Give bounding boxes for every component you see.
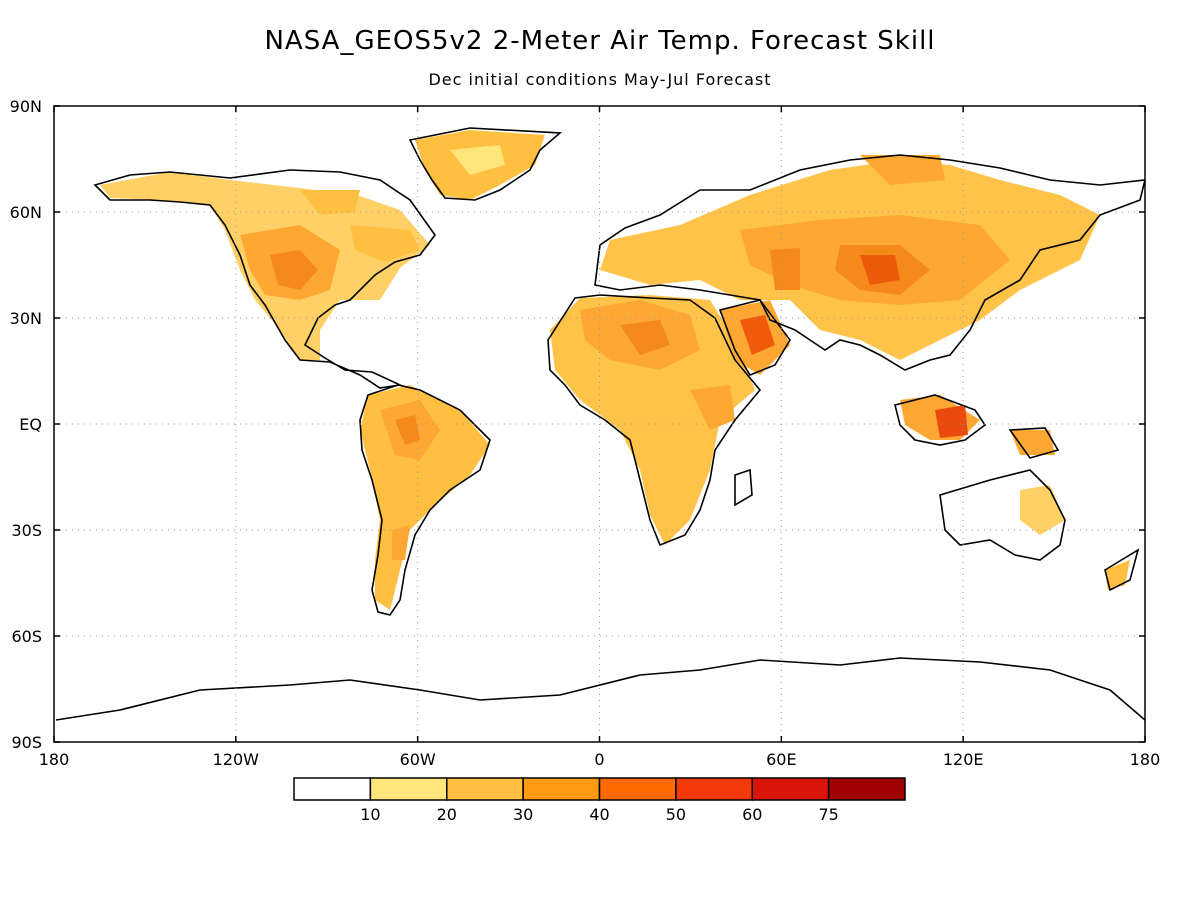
- colorbar-swatch: [522, 777, 601, 801]
- lon-tick-label: 0: [594, 750, 604, 769]
- lon-tick-label: 180: [1130, 750, 1161, 769]
- colorbar-label: 20: [437, 805, 457, 824]
- colorbar-label: 75: [818, 805, 838, 824]
- latitude-labels: 90N 60N 30N EQ 30S 60S 90S: [10, 97, 42, 752]
- colorbar-swatch: [827, 777, 906, 801]
- colorbar-label: 40: [589, 805, 609, 824]
- lon-tick-label: 120E: [943, 750, 984, 769]
- lat-tick-label: 60S: [11, 627, 42, 646]
- lat-tick-label: 30N: [10, 309, 42, 328]
- lon-tick-label: 120W: [213, 750, 260, 769]
- page-title: NASA_GEOS5v2 2-Meter Air Temp. Forecast …: [264, 26, 936, 56]
- colorbar-swatch: [446, 777, 524, 801]
- lon-tick-label: 60W: [400, 750, 436, 769]
- page-subtitle: Dec initial conditions May-Jul Forecast: [428, 70, 772, 89]
- grid-lines: [54, 106, 1145, 742]
- colorbar: [293, 777, 906, 801]
- colorbar-labels: 10 20 30 40 50 60 75: [360, 805, 839, 824]
- lat-tick-label: 30S: [11, 521, 42, 540]
- lat-tick-label: EQ: [19, 415, 42, 434]
- skill-shading: [100, 130, 1130, 610]
- colorbar-label: 60: [742, 805, 762, 824]
- lat-tick-label: 90S: [11, 733, 42, 752]
- colorbar-swatch: [675, 777, 753, 801]
- colorbar-label: 30: [513, 805, 533, 824]
- longitude-labels: 180 120W 60W 0 60E 120E 180: [39, 750, 1161, 769]
- colorbar-swatch: [751, 777, 830, 801]
- lon-tick-label: 60E: [766, 750, 796, 769]
- axis-ticks: [53, 105, 1146, 743]
- lat-tick-label: 60N: [10, 203, 42, 222]
- lat-tick-label: 90N: [10, 97, 42, 116]
- colorbar-swatch: [598, 777, 677, 801]
- lon-tick-label: 180: [39, 750, 70, 769]
- colorbar-swatch: [369, 777, 448, 801]
- colorbar-swatch: [293, 777, 372, 801]
- coastlines: [55, 127, 1145, 721]
- colorbar-label: 10: [360, 805, 380, 824]
- colorbar-label: 50: [666, 805, 686, 824]
